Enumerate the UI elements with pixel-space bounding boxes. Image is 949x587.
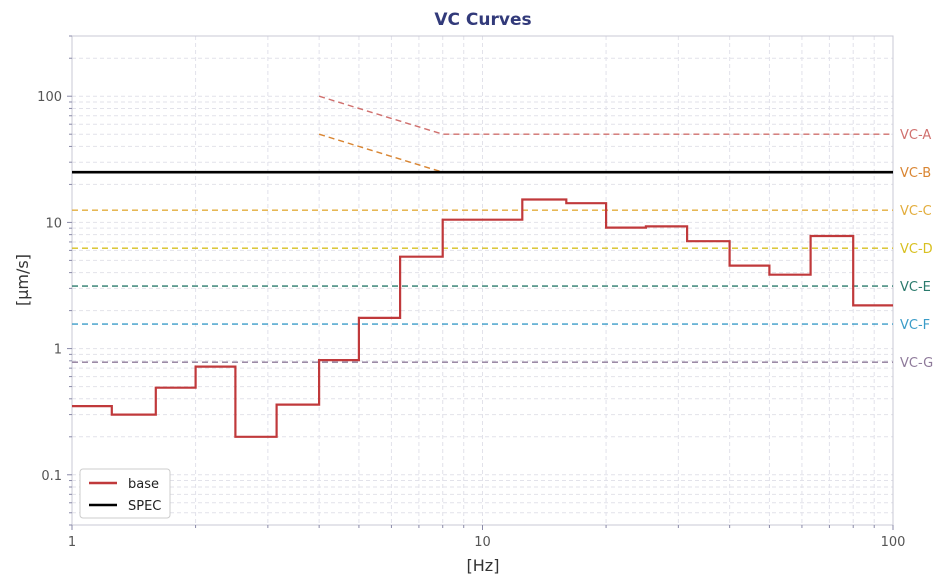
vc-label-vc-d: VC-D [900, 242, 933, 257]
chart-title: VC Curves [434, 10, 531, 30]
vc-label-vc-c: VC-C [900, 204, 932, 219]
y-tick-label: 10 [45, 216, 62, 231]
grid [72, 36, 893, 525]
vc-label-vc-f: VC-F [900, 318, 930, 333]
vc-line-vc-b [319, 134, 893, 172]
vc-label-vc-g: VC-G [900, 356, 933, 371]
y-tick-label: 100 [37, 90, 62, 105]
x-tick-label: 100 [881, 535, 906, 550]
legend-label-spec: SPEC [128, 499, 161, 514]
x-axis-label: [Hz] [467, 556, 500, 575]
vc-label-vc-b: VC-B [900, 166, 931, 181]
legend-label-base: base [128, 477, 159, 492]
vc-reference-lines: VC-A VC-B VC-C VC-D VC-E VC-F VC-G [72, 96, 933, 371]
y-axis-label: [μm/s] [13, 254, 32, 306]
x-tick-label: 1 [68, 535, 76, 550]
y-tick-label: 1 [54, 343, 62, 358]
y-tick-label: 0.1 [41, 469, 62, 484]
vc-label-vc-a: VC-A [900, 128, 931, 143]
vc-label-vc-e: VC-E [900, 280, 931, 295]
x-tick-label: 10 [474, 535, 491, 550]
legend: base SPEC [80, 469, 170, 518]
